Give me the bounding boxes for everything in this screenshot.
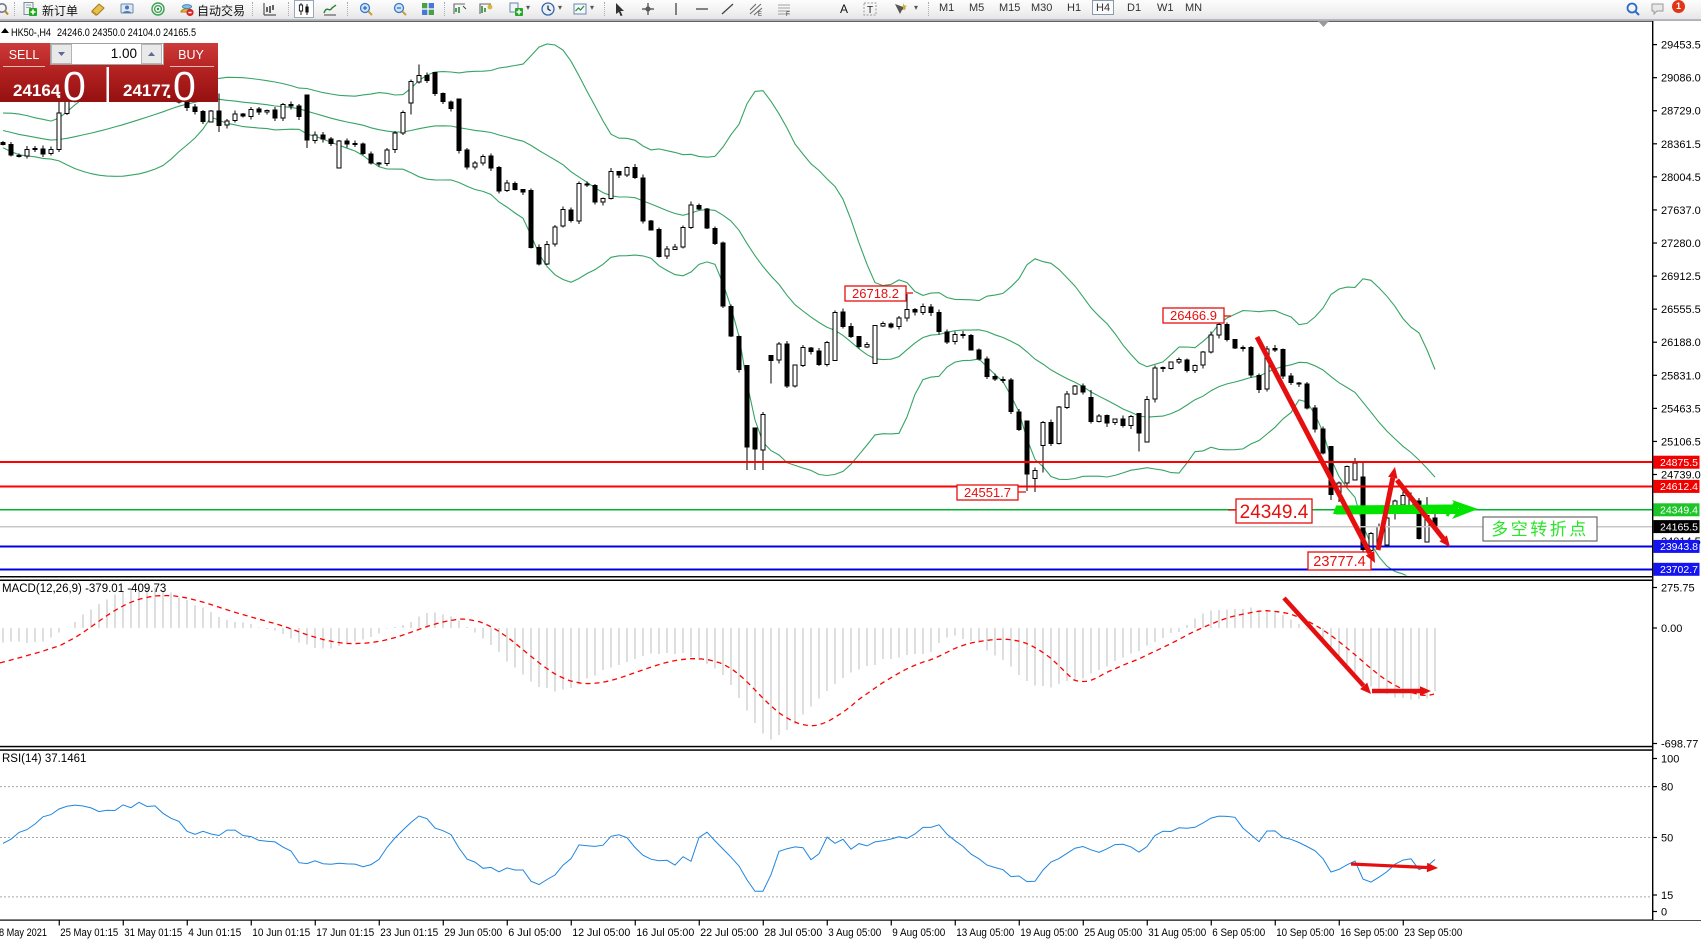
svg-text:80: 80	[1661, 782, 1673, 794]
svg-text:17 Jun 01:15: 17 Jun 01:15	[316, 927, 374, 939]
svg-text:23777.4: 23777.4	[1313, 554, 1365, 570]
svg-text:24164: 24164	[13, 81, 61, 100]
svg-text:28361.5: 28361.5	[1661, 139, 1701, 151]
svg-text:多空转折点: 多空转折点	[1491, 520, 1589, 539]
svg-text:BUY: BUY	[178, 48, 204, 62]
svg-text:13 Aug 05:00: 13 Aug 05:00	[956, 927, 1014, 939]
svg-text:26188.0: 26188.0	[1661, 337, 1701, 349]
svg-text:25 Aug 05:00: 25 Aug 05:00	[1084, 927, 1142, 939]
svg-text:29 Jun 05:00: 29 Jun 05:00	[444, 927, 502, 939]
svg-text:24612.4: 24612.4	[1660, 481, 1698, 493]
svg-text:28729.0: 28729.0	[1661, 106, 1701, 118]
svg-text:1.00: 1.00	[111, 46, 137, 61]
svg-text:22 Jul 05:00: 22 Jul 05:00	[700, 927, 758, 939]
svg-text:27637.0: 27637.0	[1661, 205, 1701, 217]
svg-text:23702.7: 23702.7	[1660, 564, 1698, 576]
svg-text:31 May 01:15: 31 May 01:15	[124, 927, 182, 939]
svg-text:19 Aug 05:00: 19 Aug 05:00	[1020, 927, 1078, 939]
svg-text:12 Jul 05:00: 12 Jul 05:00	[572, 927, 630, 939]
svg-text:26466.9: 26466.9	[1170, 308, 1217, 323]
svg-text:28004.5: 28004.5	[1661, 172, 1701, 184]
svg-text:4 Jun 01:15: 4 Jun 01:15	[188, 927, 241, 939]
svg-text:50: 50	[1661, 833, 1673, 845]
svg-text:26555.5: 26555.5	[1661, 304, 1701, 316]
svg-text:24875.5: 24875.5	[1660, 457, 1698, 469]
svg-text:.: .	[56, 81, 62, 103]
svg-text:24246.0 24350.0 24104.0 24165.: 24246.0 24350.0 24104.0 24165.5	[57, 27, 196, 39]
svg-text:0.00: 0.00	[1661, 623, 1682, 635]
svg-text:SELL: SELL	[9, 48, 40, 62]
svg-text:6 Sep 05:00: 6 Sep 05:00	[1212, 927, 1265, 939]
svg-text:F: F	[786, 12, 790, 17]
svg-text:23943.8: 23943.8	[1660, 541, 1698, 553]
svg-text:100: 100	[1661, 754, 1679, 766]
svg-text:T: T	[867, 5, 873, 16]
svg-text:27280.0: 27280.0	[1661, 238, 1701, 250]
svg-text:MACD(12,26,9) -379.01 -409.73: MACD(12,26,9) -379.01 -409.73	[2, 583, 166, 595]
svg-text:16 Sep 05:00: 16 Sep 05:00	[1340, 927, 1398, 939]
svg-text:24177: 24177	[123, 81, 170, 100]
svg-text:25 May 01:15: 25 May 01:15	[60, 927, 118, 939]
svg-text:31 Aug 05:00: 31 Aug 05:00	[1148, 927, 1206, 939]
svg-text:9 Aug 05:00: 9 Aug 05:00	[892, 927, 945, 939]
svg-text:6 Jul 05:00: 6 Jul 05:00	[508, 927, 561, 939]
svg-text:26718.2: 26718.2	[852, 286, 899, 301]
svg-text:25463.5: 25463.5	[1661, 403, 1701, 415]
svg-text:26912.5: 26912.5	[1661, 271, 1701, 283]
svg-text:.: .	[166, 81, 172, 103]
svg-text:0: 0	[1661, 907, 1667, 919]
svg-text:16 Jul 05:00: 16 Jul 05:00	[636, 927, 694, 939]
svg-text:3 Aug 05:00: 3 Aug 05:00	[828, 927, 881, 939]
svg-text:24165.5: 24165.5	[1660, 521, 1698, 533]
svg-text:23 Jun 01:15: 23 Jun 01:15	[380, 927, 438, 939]
svg-text:-698.77: -698.77	[1661, 739, 1698, 751]
svg-text:25106.5: 25106.5	[1661, 436, 1701, 448]
svg-text:15: 15	[1661, 890, 1673, 902]
svg-text:10 Sep 05:00: 10 Sep 05:00	[1276, 927, 1334, 939]
svg-text:275.75: 275.75	[1661, 583, 1695, 595]
svg-text:0: 0	[63, 63, 86, 109]
svg-text:24349.4: 24349.4	[1660, 505, 1698, 517]
svg-text:23 Sep 05:00: 23 Sep 05:00	[1404, 927, 1462, 939]
svg-text:0: 0	[173, 63, 196, 109]
svg-text:25831.0: 25831.0	[1661, 370, 1701, 382]
svg-text:RSI(14) 37.1461: RSI(14) 37.1461	[2, 753, 86, 765]
svg-text:29453.5: 29453.5	[1661, 40, 1701, 52]
svg-text:E: E	[758, 12, 762, 17]
svg-text:24551.7: 24551.7	[964, 485, 1011, 500]
svg-text:HK50-,H4: HK50-,H4	[11, 27, 51, 39]
svg-text:24349.4: 24349.4	[1240, 502, 1309, 523]
svg-text:10 Jun 01:15: 10 Jun 01:15	[252, 927, 310, 939]
svg-text:29086.0: 29086.0	[1661, 73, 1701, 85]
svg-text:24739.0: 24739.0	[1661, 470, 1701, 482]
svg-text:28 Jul 05:00: 28 Jul 05:00	[764, 927, 822, 939]
svg-text:8 May 2021: 8 May 2021	[0, 927, 47, 939]
